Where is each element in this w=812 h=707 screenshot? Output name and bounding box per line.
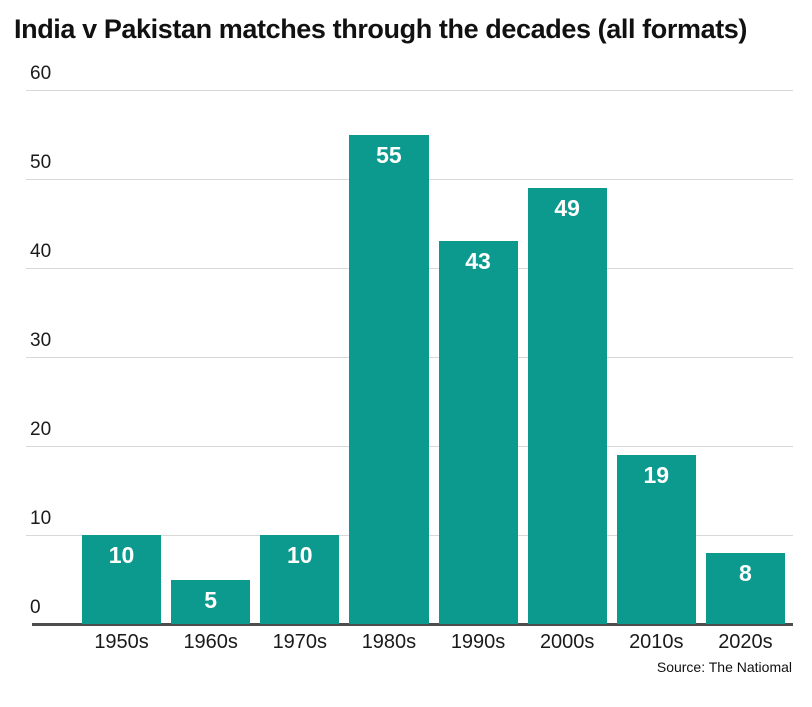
- chart-title: India v Pakistan matches through the dec…: [14, 14, 747, 44]
- bar-value-label: 8: [739, 559, 752, 586]
- bar-value-label: 43: [465, 248, 491, 275]
- x-tick-label: 1990s: [450, 631, 506, 653]
- x-tick-label: 1980s: [361, 631, 417, 653]
- y-tick-label: 50: [30, 152, 52, 173]
- bar-2020s: 8: [705, 552, 785, 624]
- bar-value-label: 19: [643, 461, 670, 488]
- x-tick-label: 2000s: [539, 631, 595, 653]
- bars-group: 10 5 10 55 43 49 19 8: [82, 90, 785, 624]
- y-tick-label: 60: [30, 63, 52, 84]
- bar-value-label: 55: [376, 141, 402, 168]
- bar-2010s: 19: [616, 454, 696, 624]
- bar-1970s: 10: [260, 535, 340, 624]
- bar-1980s: 55: [349, 134, 429, 624]
- x-tick-label: 1950s: [94, 631, 149, 653]
- x-tick-label: 1960s: [183, 631, 238, 653]
- gridline: [26, 90, 793, 91]
- bar-1960s: 5: [171, 579, 251, 624]
- y-tick-label: 20: [30, 419, 52, 440]
- bar-value-label: 10: [287, 542, 313, 568]
- x-tick-label: 1970s: [272, 631, 328, 653]
- source-text: Source: The Natiomal: [656, 659, 792, 675]
- bar-value-label: 5: [204, 586, 218, 613]
- bar-1950s: 10: [82, 535, 162, 624]
- bar-value-label: 10: [108, 542, 135, 568]
- x-tick-label: 2010s: [629, 631, 684, 653]
- y-tick-label: 40: [30, 241, 52, 262]
- y-tick-label: 0: [30, 597, 41, 618]
- y-tick-label: 10: [30, 508, 52, 529]
- x-axis-line: [32, 623, 793, 626]
- x-tick-label: 2020s: [718, 631, 773, 653]
- bar-value-label: 49: [554, 194, 580, 221]
- bar-1990s: 43: [438, 241, 518, 624]
- bar-2000s: 49: [527, 187, 607, 624]
- y-tick-label: 30: [30, 330, 52, 351]
- x-axis-labels: 1950s 1960s 1970s 1980s 1990s 2000s 2010s 2020s: [82, 631, 785, 653]
- plot-area: 0 10 20 30 40 50 60 10 5 10 55 43 49 19 8: [26, 64, 793, 626]
